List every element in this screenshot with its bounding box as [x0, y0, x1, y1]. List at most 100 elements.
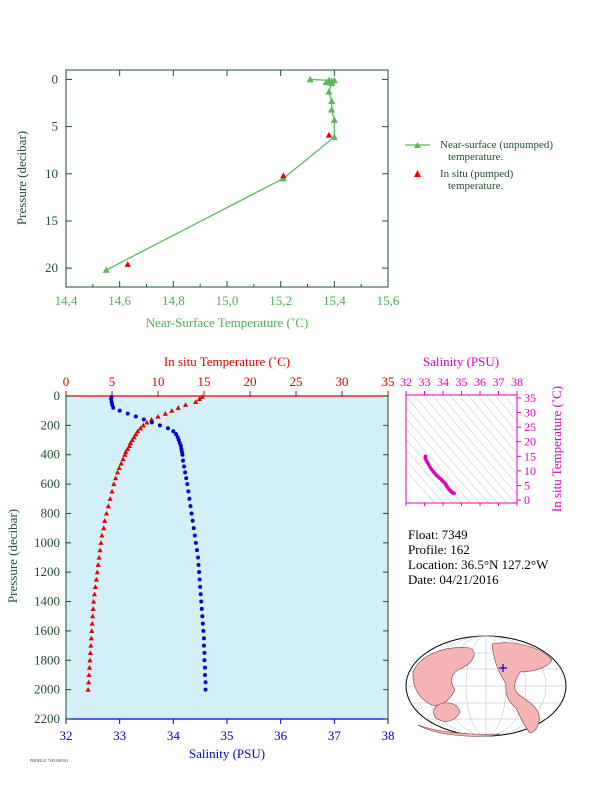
density-contour: [413, 395, 507, 503]
unpumped-point: [328, 97, 336, 105]
salinity-point: [193, 540, 198, 545]
americas-landmass: [491, 642, 553, 734]
ts-x-tick-label: 37: [493, 375, 505, 389]
unpumped-point: [325, 88, 333, 95]
pumped-point: [124, 261, 131, 267]
salinity-point: [203, 687, 208, 692]
temperature-point: [122, 452, 128, 457]
density-contour: [512, 395, 517, 401]
near-surface-series: [102, 75, 338, 273]
temperature-point: [101, 525, 107, 531]
near-surface-x-ticks: 14,4 14,6 14,8 15,0 15,2 15,4 15,6: [55, 70, 400, 308]
ts-x-tick-label: 38: [511, 375, 523, 389]
pressure-tick-label: 800: [41, 505, 61, 520]
salinity-point: [171, 429, 176, 434]
temperature-point: [90, 606, 96, 611]
temperature-point: [88, 642, 94, 648]
ts-salinity-label: Salinity (PSU): [423, 354, 499, 369]
density-contour: [503, 395, 517, 412]
pressure-axis-label: Pressure (decibar): [5, 509, 20, 603]
pressure-tick-label: 2200: [34, 711, 60, 726]
asia-landmass: [412, 647, 475, 706]
salinity-point: [191, 526, 196, 531]
near-surface-plot-frame: [65, 69, 389, 288]
density-contour: [494, 395, 517, 422]
temperature-point: [127, 440, 133, 446]
legend-marker-pumped: [414, 170, 421, 177]
world-map: [405, 635, 567, 737]
ts-plot-background: [406, 395, 517, 503]
ts-y-tick-label: 10: [524, 464, 536, 478]
float-location: Location: 36.5°N 127.2°W: [408, 557, 549, 572]
pressure-tick-label: 1200: [34, 564, 60, 579]
legend-label-pumped-2: temperature.: [448, 180, 504, 192]
salinity-point: [201, 636, 206, 641]
temperature-point: [105, 503, 111, 509]
salinity-tick-label: 35: [221, 728, 234, 743]
salinity-point: [198, 584, 203, 589]
x-tick-label: 15,4: [323, 293, 346, 308]
temperature-point: [97, 547, 103, 553]
salinity-tick-label: 34: [167, 728, 181, 743]
ts-x-tick-label: 33: [419, 375, 431, 389]
salinity-point: [197, 577, 202, 582]
ts-y-tick-label: 35: [524, 391, 536, 405]
y-tick-label: 20: [45, 260, 58, 275]
unpumped-point: [322, 78, 330, 86]
salinity-point: [197, 570, 202, 575]
salinity-point: [186, 489, 191, 494]
density-contour: [406, 395, 498, 503]
salinity-axis-ticks: 32 33 34 35 36 37 38: [60, 719, 395, 743]
salinity-point: [187, 496, 192, 501]
salinity-point: [111, 405, 116, 410]
temperature-point: [193, 399, 199, 404]
x-tick-label: 14,8: [162, 293, 185, 308]
salinity-point: [165, 426, 170, 431]
salinity-point: [180, 452, 185, 457]
temperature-point: [126, 443, 133, 448]
ts-y-tick-label: 25: [524, 420, 536, 434]
salinity-point: [202, 672, 207, 677]
temperature-point: [131, 434, 137, 440]
temperature-point: [135, 428, 141, 434]
salinity-axis-label: Salinity (PSU): [189, 746, 265, 761]
salinity-point: [202, 658, 207, 663]
ts-y-tick-label: 15: [524, 449, 536, 463]
x-tick-label: 15,0: [216, 293, 239, 308]
density-contour: [476, 395, 517, 443]
unpumped-point: [328, 79, 336, 87]
salinity-tick-label: 36: [274, 728, 288, 743]
temperature-point: [93, 576, 99, 582]
salinity-point: [182, 464, 187, 469]
salinity-point: [196, 555, 201, 560]
temperature-point: [85, 687, 91, 692]
y-tick-label: 5: [52, 119, 59, 134]
legend-label-unpumped-1: Near-surface (unpumped): [440, 139, 553, 151]
temperature-tick-label: 35: [382, 374, 395, 389]
legend-label-unpumped-2: temperature.: [448, 151, 504, 163]
temperature-point: [95, 562, 101, 567]
temperature-point: [92, 584, 99, 589]
profile-plot-frame: [65, 395, 389, 720]
antarctica-landmass: [417, 724, 501, 737]
y-tick-label: 0: [52, 71, 59, 86]
salinity-point: [183, 470, 188, 475]
temperature-point: [86, 672, 92, 678]
salinity-point: [157, 423, 162, 428]
temperature-point: [137, 425, 144, 431]
salinity-point: [185, 482, 190, 487]
salinity-point: [189, 511, 194, 516]
density-contour: [431, 395, 517, 495]
temperature-point: [85, 679, 92, 685]
temperature-point: [148, 416, 155, 422]
temperature-point: [125, 446, 131, 451]
map-continents: [412, 642, 553, 737]
unpumped-point: [330, 116, 338, 123]
temperature-point: [98, 540, 104, 545]
salinity-profile: [109, 394, 208, 692]
temperature-point: [111, 481, 117, 487]
temperature-point: [116, 465, 122, 471]
ts-points: [423, 454, 456, 496]
